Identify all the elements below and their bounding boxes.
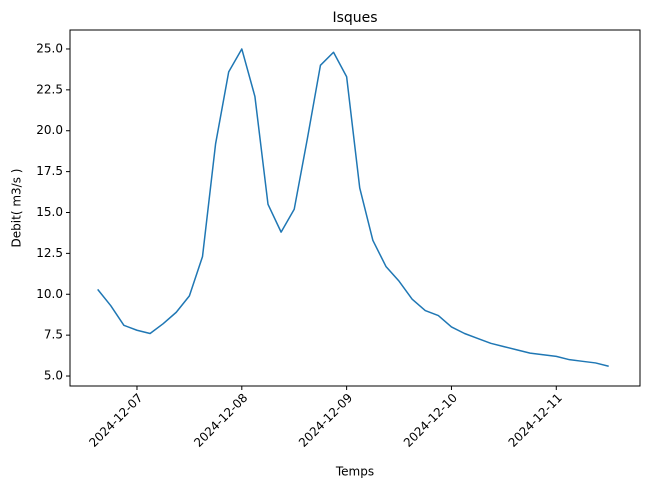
y-tick-label: 12.5 bbox=[36, 246, 63, 260]
x-tick-label: 2024-12-10 bbox=[401, 391, 460, 450]
chart-title: Isques bbox=[332, 10, 377, 26]
y-tick-label: 15.0 bbox=[36, 205, 63, 219]
y-tick-label: 22.5 bbox=[36, 82, 63, 96]
x-axis-label: Temps bbox=[335, 465, 374, 479]
y-tick-label: 20.0 bbox=[36, 123, 63, 137]
x-tick-label: 2024-12-11 bbox=[506, 391, 565, 450]
y-tick-label: 7.5 bbox=[44, 328, 63, 342]
data-line bbox=[97, 48, 609, 367]
y-tick-label: 17.5 bbox=[36, 164, 63, 178]
y-tick-label: 25.0 bbox=[36, 41, 63, 55]
y-tick-label: 10.0 bbox=[36, 287, 63, 301]
y-tick-label: 5.0 bbox=[44, 369, 63, 383]
y-axis-label: Debit( m3/s ) bbox=[10, 169, 24, 248]
x-tick-label: 2024-12-07 bbox=[86, 391, 145, 450]
x-tick-label: 2024-12-08 bbox=[191, 391, 250, 450]
plot-frame bbox=[69, 29, 641, 387]
x-tick-label: 2024-12-09 bbox=[296, 391, 355, 450]
